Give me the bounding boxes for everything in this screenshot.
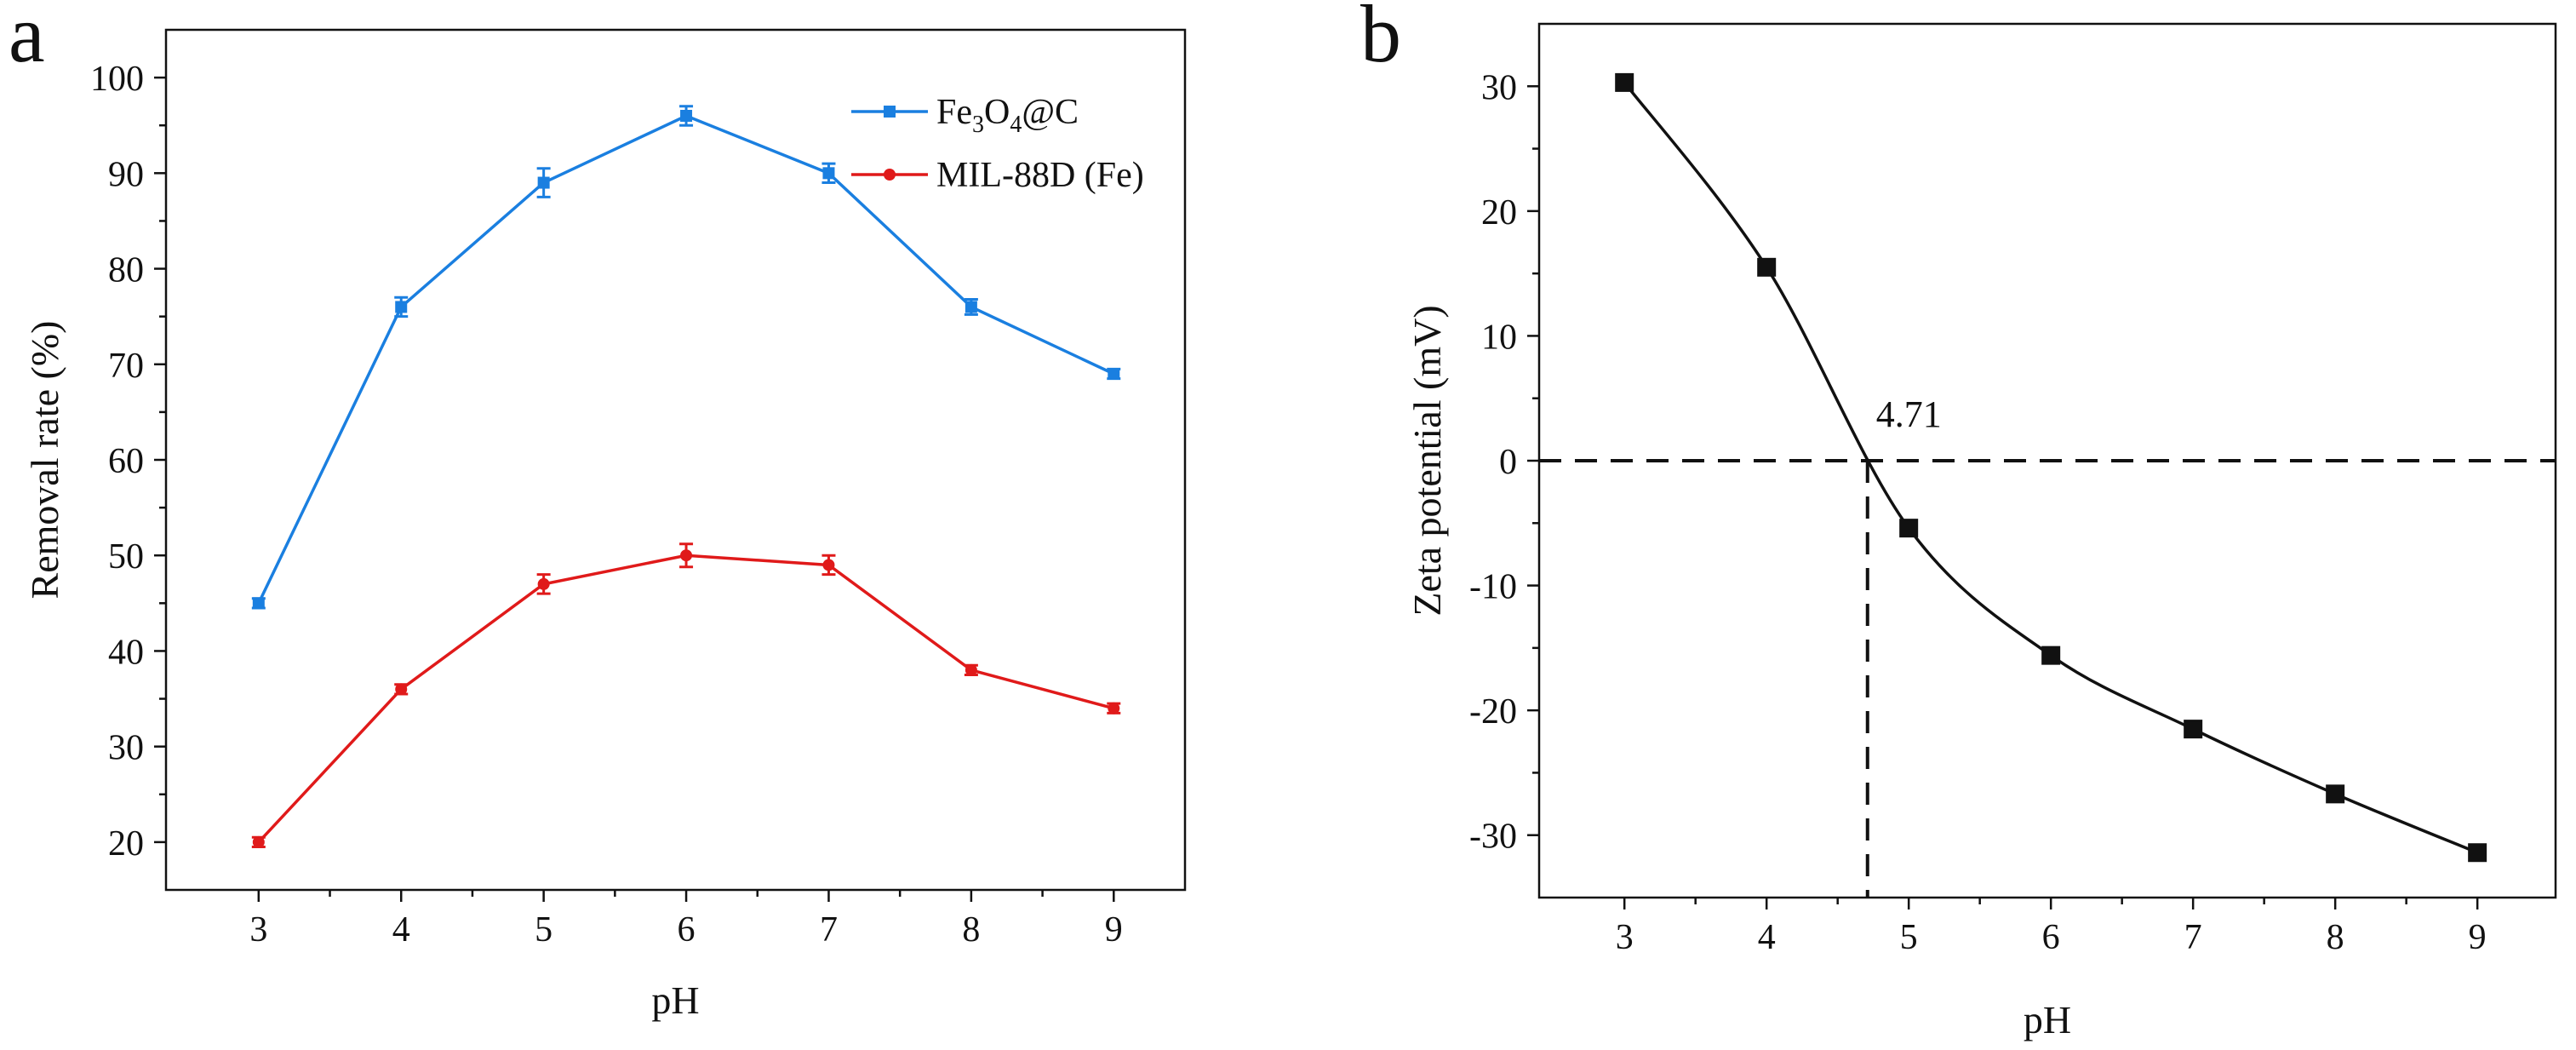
series-mil-88d-fe-point-ph-5 xyxy=(537,577,550,590)
series-fe3o4-c-point-ph-6 xyxy=(680,110,693,122)
panel-b-y-tick-label-10: 10 xyxy=(1481,318,1517,357)
series-mil-88d-fe-point-ph-9 xyxy=(1108,702,1120,714)
zeta-point-ph-9 xyxy=(2468,843,2487,863)
panel-b-y-tick-label-10: -10 xyxy=(1469,568,1517,607)
legend-fe3o4c-sub-4: 4 xyxy=(1010,112,1022,138)
series-fe3o4-c-point-ph-4 xyxy=(395,301,408,313)
panel-b-y-tick-label-30: -30 xyxy=(1469,818,1517,857)
series-fe3o4-c-point-ph-9 xyxy=(1108,368,1120,380)
panel-a-x-tick-label-5: 5 xyxy=(535,910,552,950)
panel-b-x-tick-label-7: 7 xyxy=(2184,918,2202,957)
panel-a-x-axis-label: pH xyxy=(651,978,699,1022)
panel-b-series xyxy=(1615,72,2487,863)
zeta-point-ph-3 xyxy=(1615,72,1634,92)
zeta-point-ph-4 xyxy=(1757,257,1777,277)
panel-b-y-tick-label-20: 20 xyxy=(1481,193,1517,232)
zeta-point-ph-7 xyxy=(2184,720,2203,739)
legend-fe3o4c-label: Fe3O4@C xyxy=(936,93,1079,138)
legend-mil88d-label: MIL-88D (Fe) xyxy=(936,156,1144,195)
panel-a-y-tick-label-80: 80 xyxy=(108,251,144,290)
legend-fe3o4c-part-fe: Fe xyxy=(936,93,972,132)
panel-a-y-tick-label-60: 60 xyxy=(108,442,144,481)
panel-b-chart: b 3 4 5 6 7 8 9 -30 -20 -10 0 10 20 30 4.71 pH Zeta p… xyxy=(1360,0,2557,1041)
panel-b-letter: b xyxy=(1360,0,1401,79)
panel-a-y-tick-label-20: 20 xyxy=(108,824,144,864)
series-mil-88d-fe-point-ph-6 xyxy=(680,549,693,562)
panel-b-y-tick-label-0: 0 xyxy=(1499,443,1517,482)
zeta-point-ph-8 xyxy=(2326,784,2345,804)
panel-a-series xyxy=(251,105,1121,848)
legend-fe3o4c-part-at-c: @C xyxy=(1022,93,1079,132)
panel-b-x-tick-label-8: 8 xyxy=(2327,918,2344,957)
panel-a-x-tick-label-9: 9 xyxy=(1105,910,1123,950)
series-mil-88d-fe-point-ph-8 xyxy=(965,663,977,676)
panel-a-x-tick-label-6: 6 xyxy=(678,910,696,950)
panel-a-y-tick-label-70: 70 xyxy=(108,347,144,386)
legend-fe3o4c-marker xyxy=(884,106,896,118)
panel-b-axes: 3 4 5 6 7 8 9 -30 -20 -10 0 10 20 30 xyxy=(1469,68,2487,957)
panel-b-y-tick-label-20: -20 xyxy=(1469,692,1517,732)
panel-b-x-axis-label: pH xyxy=(2024,998,2071,1041)
panel-a-letter: a xyxy=(9,0,45,79)
panel-a-y-tick-label-30: 30 xyxy=(108,729,144,768)
panel-a-y-tick-label-50: 50 xyxy=(108,537,144,577)
panel-b-x-tick-label-4: 4 xyxy=(1758,918,1776,957)
series-fe3o4-c-point-ph-5 xyxy=(537,176,550,189)
series-mil-88d-fe-point-ph-7 xyxy=(822,559,835,571)
isoelectric-point-label: 4.71 xyxy=(1876,393,1942,435)
panel-b-y-tick-label-30: 30 xyxy=(1481,68,1517,107)
panel-a-x-tick-label-4: 4 xyxy=(392,910,410,950)
zeta-point-ph-5 xyxy=(1899,519,1919,538)
legend-fe3o4c-sub-3: 3 xyxy=(972,112,984,138)
panel-b-x-tick-label-9: 9 xyxy=(2469,918,2487,957)
panel-a-y-tick-label-100: 100 xyxy=(90,60,144,99)
panel-a-legend: Fe3O4@C MIL-88D (Fe) xyxy=(851,93,1144,195)
panel-a-y-axis-label: Removal rate (%) xyxy=(23,321,66,600)
zeta-point-ph-6 xyxy=(2041,645,2061,665)
panel-a-x-tick-label-8: 8 xyxy=(962,910,980,950)
panel-b-x-tick-label-6: 6 xyxy=(2042,918,2060,957)
zeta-potential-curve xyxy=(1623,81,2478,854)
series-mil-88d-fe-line xyxy=(257,554,1114,844)
panel-a-x-tick-label-3: 3 xyxy=(249,910,267,950)
series-fe3o4-c-point-ph-3 xyxy=(252,597,265,610)
panel-b-x-tick-label-3: 3 xyxy=(1616,918,1634,957)
panel-b-reference-lines xyxy=(1539,459,2556,898)
panel-a-y-tick-label-40: 40 xyxy=(108,633,144,672)
series-mil-88d-fe-point-ph-4 xyxy=(395,683,408,696)
legend-fe3o4c-part-o: O xyxy=(984,93,1010,132)
legend-mil88d-marker xyxy=(884,169,896,181)
panel-a-x-tick-label-7: 7 xyxy=(820,910,838,950)
series-fe3o4-c-point-ph-7 xyxy=(822,167,835,180)
series-fe3o4-c-point-ph-8 xyxy=(965,301,977,313)
panel-b-x-tick-label-5: 5 xyxy=(1900,918,1918,957)
panel-b-y-axis-label: Zeta potential (mV) xyxy=(1405,305,1449,616)
panel-a-y-tick-label-90: 90 xyxy=(108,155,144,194)
series-mil-88d-fe-point-ph-3 xyxy=(252,835,265,848)
